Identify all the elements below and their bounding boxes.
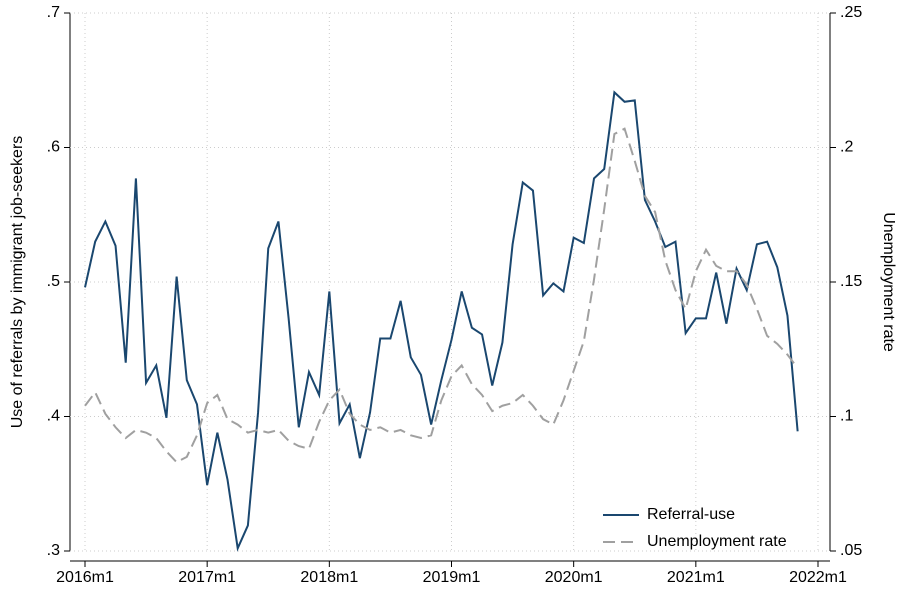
y2-tick-label: .1 <box>840 408 853 425</box>
y-tick-label: .6 <box>47 139 60 156</box>
x-tick-label: 2020m1 <box>545 569 603 586</box>
x-tick-label: 2019m1 <box>423 569 481 586</box>
legend-label: Unemployment rate <box>647 533 787 550</box>
y-tick-label: .3 <box>47 542 60 559</box>
line-series <box>84 90 799 552</box>
y-tick-label: .7 <box>47 4 60 21</box>
legend-label: Referral-use <box>647 506 735 523</box>
x-tick-label: 2022m1 <box>789 569 847 586</box>
x-tick-label: 2016m1 <box>56 569 114 586</box>
y2-tick-label: .25 <box>840 4 862 21</box>
y-tick-label: .4 <box>47 408 60 425</box>
y-tick-label: .5 <box>47 273 60 290</box>
x-tick-label: 2021m1 <box>667 569 725 586</box>
x-tick-label: 2018m1 <box>300 569 358 586</box>
y2-tick-label: .05 <box>840 542 862 559</box>
y2-axis-label: Unemployment rate <box>880 212 897 352</box>
line-series <box>84 127 799 464</box>
y-axis-label: Use of referrals by immigrant job-seeker… <box>9 136 26 429</box>
y2-tick-label: .15 <box>840 273 862 290</box>
x-tick-label: 2017m1 <box>178 569 236 586</box>
y2-tick-label: .2 <box>840 139 853 156</box>
